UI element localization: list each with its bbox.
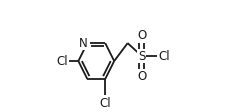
Text: Cl: Cl: [57, 55, 68, 68]
Text: Cl: Cl: [158, 50, 170, 62]
Text: Cl: Cl: [99, 97, 111, 110]
Text: O: O: [137, 29, 146, 42]
Text: S: S: [138, 50, 145, 62]
Text: N: N: [79, 37, 87, 50]
Text: O: O: [137, 70, 146, 83]
